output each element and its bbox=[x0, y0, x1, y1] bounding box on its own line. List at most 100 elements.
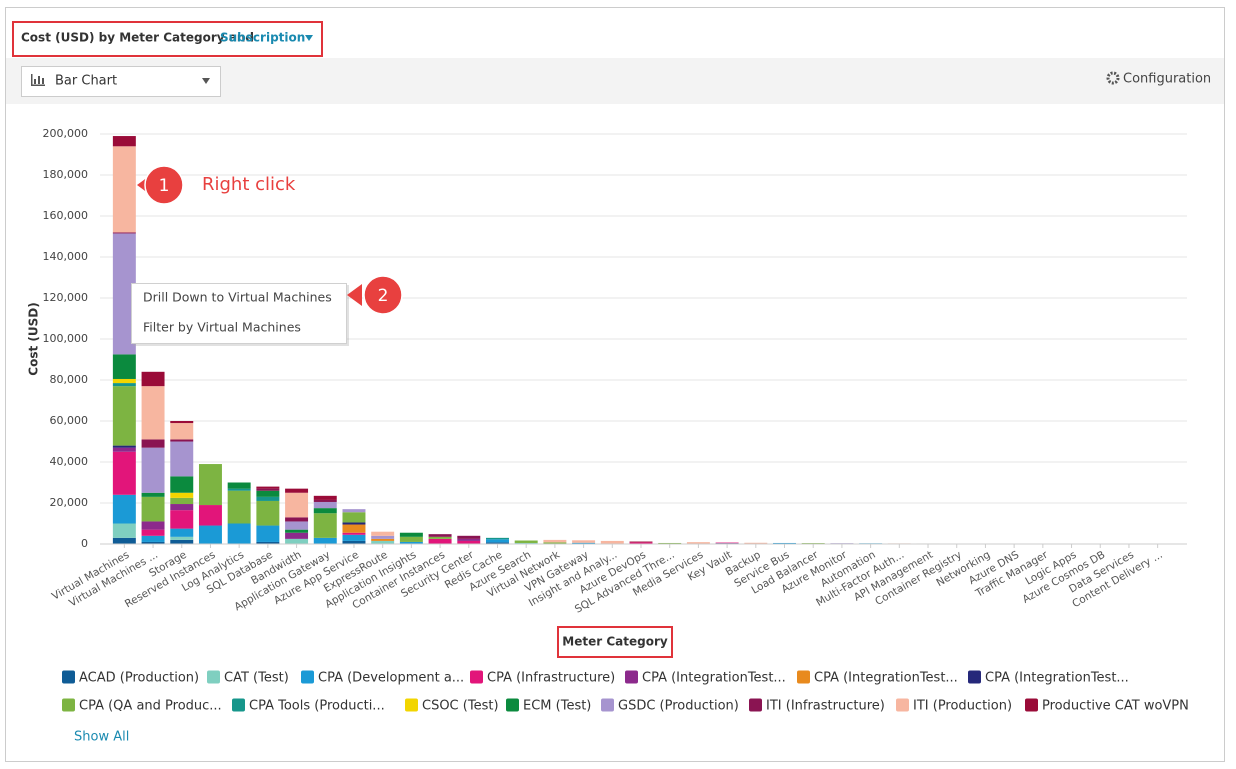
callout-number: 2 bbox=[378, 286, 389, 306]
bar-segment bbox=[342, 522, 365, 524]
bar-segment bbox=[142, 493, 165, 497]
bar-segment bbox=[285, 539, 308, 544]
bar-segment bbox=[314, 502, 337, 508]
legend-swatch bbox=[62, 671, 75, 684]
bar-segment bbox=[457, 536, 480, 539]
y-tick-label: 40,000 bbox=[50, 455, 89, 468]
bar-segment bbox=[314, 496, 337, 500]
legend-swatch bbox=[301, 671, 314, 684]
y-tick-label: 200,000 bbox=[43, 127, 89, 140]
y-tick-label: 160,000 bbox=[43, 209, 89, 222]
bar-segment bbox=[113, 452, 136, 495]
y-tick-label: 100,000 bbox=[43, 332, 89, 345]
bar-segment bbox=[400, 533, 423, 537]
legend-label: CPA (IntegrationTest... bbox=[985, 671, 1129, 686]
legend-label: ACAD (Production) bbox=[79, 671, 199, 686]
bar-segment bbox=[142, 497, 165, 522]
subscription-link[interactable]: Subscription bbox=[220, 31, 305, 45]
bar-segment bbox=[113, 379, 136, 383]
bar-segment bbox=[457, 539, 480, 541]
show-all-link[interactable]: Show All bbox=[74, 730, 129, 745]
bar-segment bbox=[113, 383, 136, 386]
legend-label: ITI (Production) bbox=[913, 699, 1012, 714]
legend-swatch bbox=[968, 671, 981, 684]
bar-segment bbox=[170, 498, 193, 504]
bar-segment bbox=[543, 540, 566, 542]
menu-item[interactable]: Drill Down to Virtual Machines bbox=[143, 290, 332, 305]
bar-segment bbox=[285, 533, 308, 539]
bar-segment bbox=[285, 521, 308, 529]
bar-segment bbox=[342, 525, 365, 533]
legend-swatch bbox=[797, 671, 810, 684]
bar-segment bbox=[371, 532, 394, 536]
legend-label: Productive CAT woVPN bbox=[1042, 699, 1189, 714]
bar-segment bbox=[716, 543, 739, 544]
legend-label: CPA (IntegrationTest... bbox=[642, 671, 786, 686]
bar-segment bbox=[142, 448, 165, 493]
bar-segment bbox=[314, 513, 337, 538]
bar-segment bbox=[142, 439, 165, 447]
bar-segment bbox=[256, 489, 279, 491]
bar-segment bbox=[113, 446, 136, 448]
legend-swatch bbox=[601, 699, 614, 712]
legend-swatch bbox=[625, 671, 638, 684]
y-tick-label: 60,000 bbox=[50, 414, 89, 427]
legend-label: CPA (Infrastructure) bbox=[487, 671, 615, 686]
legend-label: ITI (Infrastructure) bbox=[766, 699, 885, 714]
bar-segment bbox=[170, 439, 193, 441]
bar-segment bbox=[113, 354, 136, 379]
bar-segment bbox=[142, 530, 165, 536]
bar-segment bbox=[429, 534, 452, 537]
x-axis-title: Meter Category bbox=[562, 635, 668, 649]
bar-segment bbox=[285, 493, 308, 518]
bar-segment bbox=[113, 495, 136, 524]
bar-segment bbox=[515, 541, 538, 543]
bar-segment bbox=[142, 536, 165, 542]
bar-segment bbox=[170, 442, 193, 477]
bar-segment bbox=[170, 537, 193, 540]
legend-label: CAT (Test) bbox=[224, 671, 289, 686]
legend-label: ECM (Test) bbox=[523, 699, 591, 714]
legend-swatch bbox=[62, 699, 75, 712]
bar-segment bbox=[113, 232, 136, 233]
bar-segment bbox=[314, 500, 337, 502]
bar-segment bbox=[199, 526, 222, 544]
y-tick-label: 140,000 bbox=[43, 250, 89, 263]
chart-type-label[interactable]: Bar Chart bbox=[55, 74, 117, 89]
bar-segment bbox=[113, 146, 136, 232]
bar-segment bbox=[486, 539, 509, 542]
chart-type-dropdown[interactable] bbox=[22, 67, 221, 97]
bar-segment bbox=[113, 136, 136, 146]
legend-swatch bbox=[470, 671, 483, 684]
bar-segment bbox=[170, 476, 193, 492]
legend-swatch bbox=[405, 699, 418, 712]
legend-swatch bbox=[207, 671, 220, 684]
bar-segment bbox=[170, 529, 193, 537]
bar-segment bbox=[228, 489, 251, 491]
bar-segment bbox=[429, 537, 452, 539]
bar-segment bbox=[170, 423, 193, 439]
bar-segment bbox=[113, 386, 136, 445]
legend-swatch bbox=[749, 699, 762, 712]
legend-label: CPA (Development a... bbox=[318, 671, 464, 686]
bar-segment bbox=[256, 501, 279, 526]
bar-segment bbox=[285, 517, 308, 521]
menu-item[interactable]: Filter by Virtual Machines bbox=[143, 320, 301, 335]
legend-label: CSOC (Test) bbox=[422, 699, 499, 714]
bar-segment bbox=[285, 530, 308, 533]
bar-segment bbox=[486, 538, 509, 539]
bar-segment bbox=[429, 539, 452, 544]
bar-segment bbox=[142, 521, 165, 529]
bar-segment bbox=[142, 386, 165, 439]
bar-segment bbox=[228, 524, 251, 545]
configuration-button[interactable]: Configuration bbox=[1123, 72, 1211, 87]
bar-segment bbox=[314, 538, 337, 544]
bar-segment bbox=[170, 421, 193, 423]
bar-segment bbox=[113, 524, 136, 538]
callout-number: 1 bbox=[159, 176, 170, 196]
bar-segment bbox=[113, 538, 136, 544]
legend-label: GSDC (Production) bbox=[618, 699, 739, 714]
bar-segment bbox=[113, 448, 136, 452]
y-tick-label: 180,000 bbox=[43, 168, 89, 181]
